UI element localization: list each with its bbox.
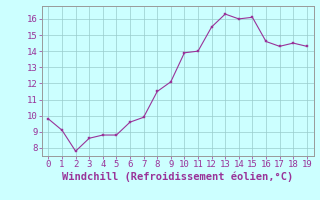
X-axis label: Windchill (Refroidissement éolien,°C): Windchill (Refroidissement éolien,°C) xyxy=(62,172,293,182)
